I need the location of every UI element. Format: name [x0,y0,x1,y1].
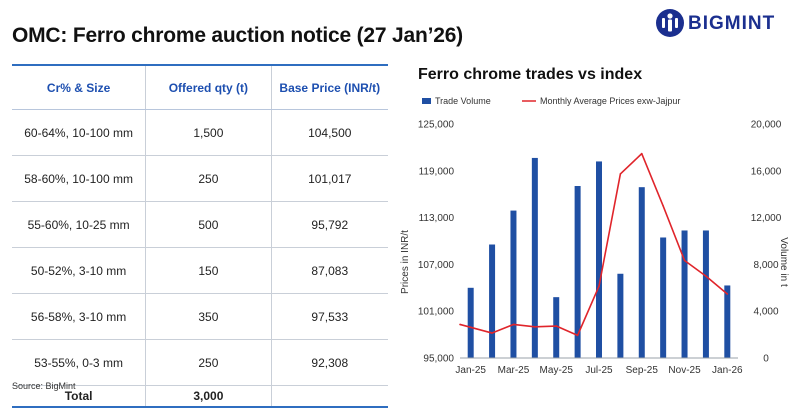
offered-qty-cell: 350 [145,293,272,340]
y-left-tick-labels: 95,000 101,000 107,000 113,000 119,000 125,00… [418,120,455,365]
chart-legend: Trade Volume Monthly Average Prices exw-… [422,96,680,106]
price-point [726,293,729,295]
offered-qty-cell: 250 [145,155,272,202]
total-qty-cell: 3,000 [145,385,272,408]
grade-size-cell: 58-60%, 10-100 mm [12,155,146,202]
base-price-cell: 95,792 [271,201,388,248]
base-price-cell: 97,533 [271,293,388,340]
price-point [705,275,707,277]
y-right-tick-label: 16,000 [751,166,782,177]
price-line [459,152,729,337]
table-row: 58-60%, 10-100 mm 250 101,017 [12,155,388,202]
y-left-tick-label: 95,000 [423,354,454,365]
grade-size-cell: 60-64%, 10-100 mm [12,109,146,156]
volume-bar [660,237,667,358]
price-point [640,152,643,155]
table-header-row: Cr% & Size Offered qty (t) Base Price (I… [12,64,388,110]
y-left-tick-label: 119,000 [419,166,455,177]
base-price-cell: 101,017 [271,155,388,202]
volume-bar [617,273,624,358]
volume-bar [681,230,688,358]
brand-logo: BIGMINT [655,8,795,40]
column-header-base-price: Base Price (INR/t) [271,64,388,110]
column-header-grade-size: Cr% & Size [12,64,146,110]
auction-table: Cr% & Size Offered qty (t) Base Price (I… [12,64,388,408]
y-right-tick-labels: 0 4,000 8,000 12,000 16,000 20,000 [751,120,782,365]
table-row: 60-64%, 10-100 mm 1,500 104,500 [12,109,388,156]
price-point [534,326,536,328]
y-right-axis-label: Volume in t [778,237,789,287]
base-price-cell: 92,308 [271,339,388,386]
x-tick-label: Nov-25 [668,365,701,376]
grade-size-cell: 55-60%, 10-25 mm [12,201,146,248]
base-price-cell: 104,500 [271,109,388,156]
offered-qty-cell: 250 [145,339,272,386]
price-point [683,259,686,262]
volume-bar [510,210,517,358]
x-tick-label: Sep-25 [626,365,659,376]
price-point [576,334,579,337]
table-row: 56-58%, 3-10 mm 350 97,533 [12,293,388,340]
x-tick-label: May-25 [540,365,574,376]
price-point [555,325,558,327]
volume-bar [702,230,709,358]
x-tick-label: Jan-26 [712,365,743,376]
price-point [459,323,461,326]
base-price-cell: 87,083 [271,247,388,294]
price-point [598,285,600,288]
y-right-tick-label: 20,000 [751,120,782,131]
total-price-cell [271,385,388,408]
x-tick-label: Jan-25 [455,365,486,376]
price-point [619,173,622,175]
price-point [512,323,515,326]
table-row: 53-55%, 0-3 mm 250 92,308 [12,339,388,386]
y-left-tick-label: 113,000 [419,213,455,224]
grade-size-cell: 53-55%, 0-3 mm [12,339,146,386]
offered-qty-cell: 1,500 [145,109,272,156]
table-row: 55-60%, 10-25 mm 500 95,792 [12,201,388,248]
volume-bar [596,161,602,358]
x-tick-label: Mar-25 [498,365,530,376]
y-left-axis-label: Prices in INR/t [400,230,411,294]
page-title: OMC: Ferro chrome auction notice (27 Jan… [12,24,463,47]
volume-bar [467,287,474,358]
volume-bar [724,285,731,358]
x-tick-labels: Jan-25 Mar-25 May-25 Jul-25 Sep-25 Nov-25 Jan-… [455,365,743,376]
x-tick-label: Jul-25 [585,365,613,376]
offered-qty-cell: 500 [145,201,272,248]
price-point [662,205,664,207]
source-note: Source: BigMint [12,381,76,391]
offered-qty-cell: 150 [145,247,272,294]
grade-size-cell: 50-52%, 3-10 mm [12,247,146,294]
volume-bar [638,187,645,358]
volume-bar [489,244,496,358]
table-row: 50-52%, 3-10 mm 150 87,083 [12,247,388,294]
trades-vs-index-chart: Trade Volume Monthly Average Prices exw-… [400,96,789,376]
chart-title: Ferro chrome trades vs index [418,66,643,83]
y-left-tick-label: 107,000 [418,260,455,271]
auction-table-container: Cr% & Size Offered qty (t) Base Price (I… [12,64,388,408]
y-right-tick-label: 12,000 [751,213,782,224]
volume-bar [574,186,581,358]
y-left-tick-label: 125,000 [418,120,455,131]
price-point [491,332,493,334]
legend-swatch-volume [422,98,431,104]
logo-text: BIGMINT [688,13,776,34]
y-right-tick-label: 0 [763,354,769,365]
volume-bars [467,157,731,358]
volume-bar [531,157,538,358]
y-right-tick-label: 4,000 [753,307,778,318]
y-left-tick-label: 101,000 [418,307,455,318]
bigmint-logo-icon [656,9,684,37]
column-header-offered-qty: Offered qty (t) [145,64,272,110]
grade-size-cell: 56-58%, 3-10 mm [12,293,146,340]
volume-bar [553,297,560,358]
y-right-tick-label: 8,000 [753,260,778,271]
legend-label-price: Monthly Average Prices exw-Jajpur [540,96,680,106]
legend-label-volume: Trade Volume [435,96,491,106]
